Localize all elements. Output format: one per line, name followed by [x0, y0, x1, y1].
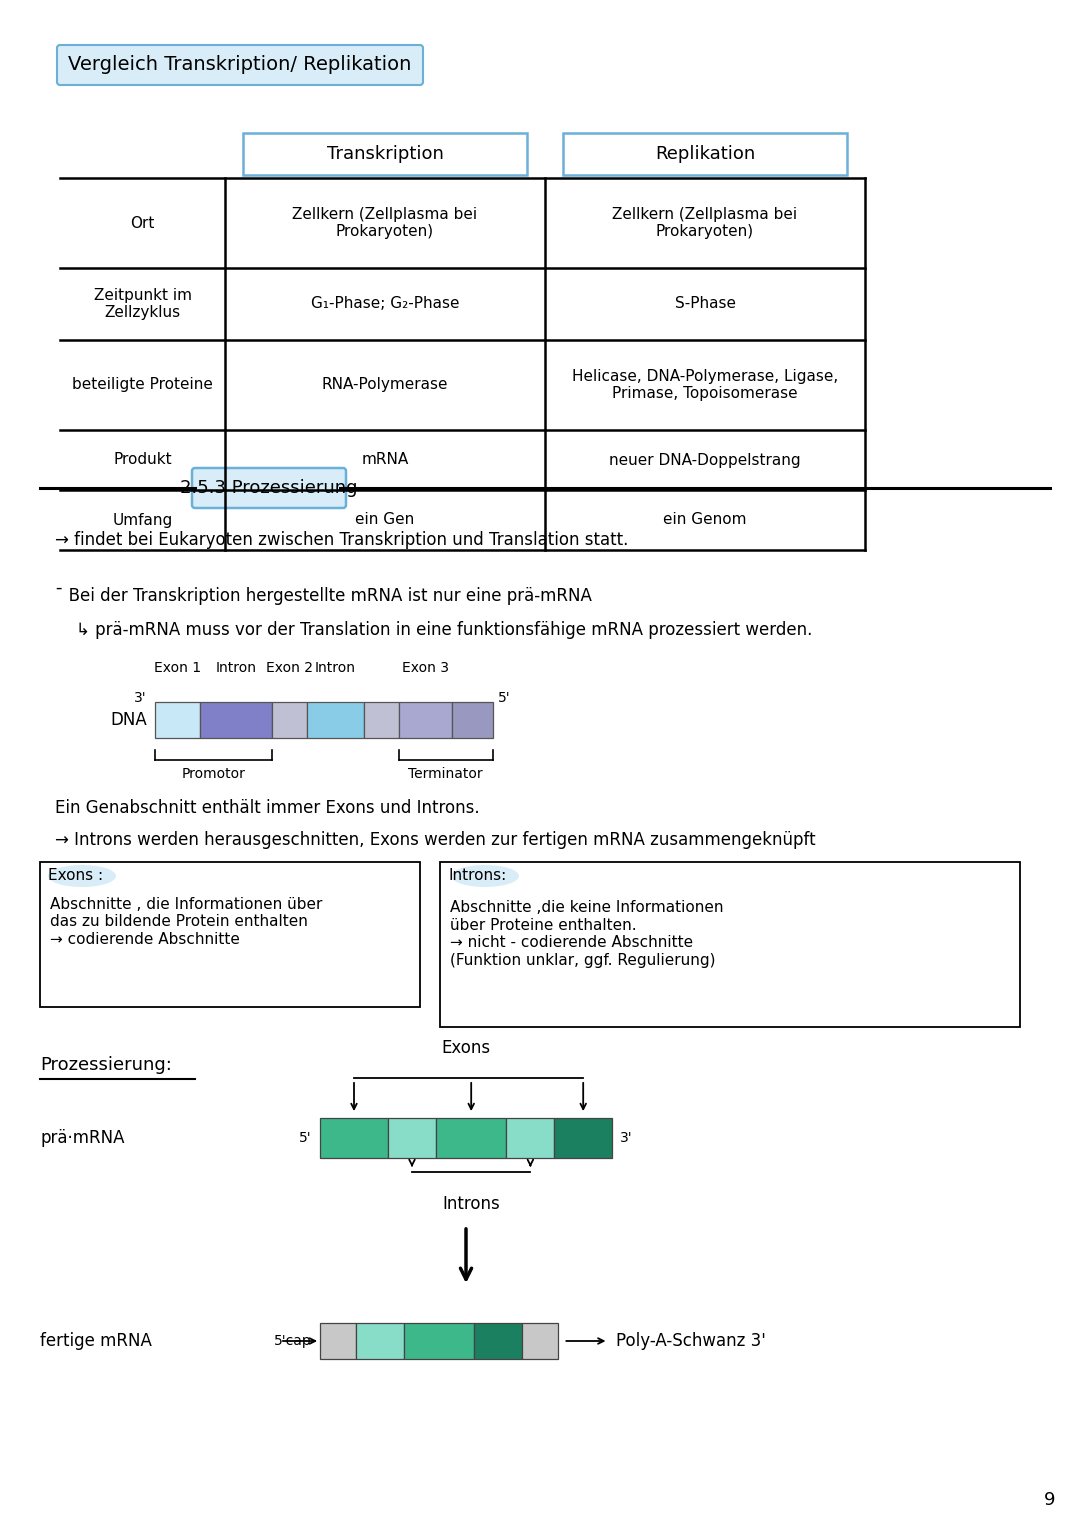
Text: Poly-A-Schwanz 3': Poly-A-Schwanz 3': [617, 1332, 767, 1350]
Text: Exon 3: Exon 3: [402, 661, 448, 675]
Text: neuer DNA-Doppelstrang: neuer DNA-Doppelstrang: [609, 452, 800, 467]
Text: Abschnitte ,die keine Informationen
über Proteine enthalten.
→ nicht - codierend: Abschnitte ,die keine Informationen über…: [450, 901, 724, 968]
Text: Exon 2: Exon 2: [266, 661, 313, 675]
Bar: [156, 702, 200, 738]
Text: Introns:: Introns:: [448, 869, 507, 884]
Text: Prozessierung:: Prozessierung:: [40, 1057, 172, 1073]
Text: Umfang: Umfang: [112, 513, 173, 527]
Text: Helicase, DNA-Polymerase, Ligase,
Primase, Topoisomerase: Helicase, DNA-Polymerase, Ligase, Primas…: [572, 370, 838, 402]
Bar: [399, 702, 451, 738]
Text: 5'cap: 5'cap: [274, 1335, 312, 1348]
Text: Replikation: Replikation: [654, 145, 755, 163]
Text: Exon 1: Exon 1: [154, 661, 201, 675]
FancyBboxPatch shape: [192, 467, 346, 508]
Bar: [200, 702, 272, 738]
Bar: [388, 1118, 436, 1157]
Text: Promotor: Promotor: [181, 767, 245, 780]
Text: Exons :: Exons :: [48, 869, 103, 884]
Text: Zellkern (Zellplasma bei
Prokaryoten): Zellkern (Zellplasma bei Prokaryoten): [293, 206, 477, 240]
Text: Introns: Introns: [443, 1196, 500, 1212]
Bar: [554, 1118, 612, 1157]
Text: ¯ Bei der Transkription hergestellte mRNA ist nur eine prä-mRNA: ¯ Bei der Transkription hergestellte mRN…: [55, 586, 592, 605]
Text: Vergleich Transkription/ Replikation: Vergleich Transkription/ Replikation: [68, 55, 411, 75]
Bar: [440, 863, 1020, 1028]
FancyBboxPatch shape: [57, 44, 423, 86]
Text: Ein Genabschnitt enthält immer Exons und Introns.: Ein Genabschnitt enthält immer Exons und…: [55, 799, 480, 817]
Bar: [404, 1322, 474, 1359]
Text: Ort: Ort: [131, 215, 154, 231]
Text: 5': 5': [498, 692, 511, 705]
Bar: [307, 702, 364, 738]
Bar: [507, 1118, 554, 1157]
FancyBboxPatch shape: [563, 133, 847, 176]
Text: G₁-Phase; G₂-Phase: G₁-Phase; G₂-Phase: [311, 296, 459, 312]
Ellipse shape: [451, 864, 519, 887]
Bar: [356, 1322, 404, 1359]
Bar: [364, 702, 399, 738]
Text: Intron: Intron: [315, 661, 356, 675]
Text: 2.5.3 Prozessierung: 2.5.3 Prozessierung: [180, 479, 357, 496]
Text: mRNA: mRNA: [362, 452, 408, 467]
Bar: [523, 1322, 558, 1359]
Bar: [320, 1322, 356, 1359]
Text: Exons: Exons: [442, 1038, 490, 1057]
Text: ein Gen: ein Gen: [355, 513, 415, 527]
Text: → findet bei Eukaryoten zwischen Transkription und Translation statt.: → findet bei Eukaryoten zwischen Transkr…: [55, 531, 629, 550]
FancyBboxPatch shape: [243, 133, 527, 176]
Text: 9: 9: [1044, 1490, 1056, 1509]
Bar: [436, 1118, 507, 1157]
Text: DNA: DNA: [110, 712, 147, 728]
Text: Terminator: Terminator: [408, 767, 483, 780]
Text: ein Genom: ein Genom: [663, 513, 746, 527]
Text: → Introns werden herausgeschnitten, Exons werden zur fertigen mRNA zusammengeknü: → Introns werden herausgeschnitten, Exon…: [55, 831, 815, 849]
Text: Zeitpunkt im
Zellzyklus: Zeitpunkt im Zellzyklus: [94, 287, 191, 321]
Text: 5': 5': [299, 1132, 312, 1145]
Text: prä·mRNA: prä·mRNA: [40, 1128, 124, 1147]
Text: Produkt: Produkt: [113, 452, 172, 467]
Bar: [272, 702, 307, 738]
Text: Zellkern (Zellplasma bei
Prokaryoten): Zellkern (Zellplasma bei Prokaryoten): [612, 206, 797, 240]
Text: Intron: Intron: [216, 661, 257, 675]
Text: S-Phase: S-Phase: [675, 296, 735, 312]
Bar: [474, 1322, 523, 1359]
Text: fertige mRNA: fertige mRNA: [40, 1332, 152, 1350]
Text: Abschnitte , die Informationen über
das zu bildende Protein enthalten
→ codieren: Abschnitte , die Informationen über das …: [50, 896, 322, 947]
Text: RNA-Polymerase: RNA-Polymerase: [322, 377, 448, 392]
Text: ↳ prä-mRNA muss vor der Translation in eine funktionsfähige mRNA prozessiert wer: ↳ prä-mRNA muss vor der Translation in e…: [55, 621, 812, 638]
Text: Transkription: Transkription: [326, 145, 444, 163]
Bar: [320, 1118, 388, 1157]
Ellipse shape: [48, 864, 116, 887]
Bar: [451, 702, 492, 738]
Text: 3': 3': [620, 1132, 633, 1145]
Text: beteiligte Proteine: beteiligte Proteine: [72, 377, 213, 392]
Bar: [40, 863, 420, 1006]
Text: 3': 3': [134, 692, 147, 705]
